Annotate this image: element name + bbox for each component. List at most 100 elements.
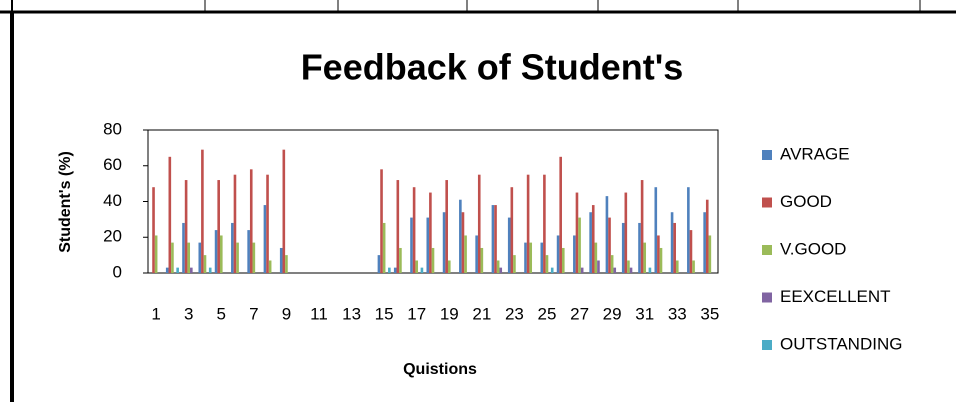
bar (208, 267, 212, 273)
bar (154, 235, 158, 273)
bar (613, 267, 617, 273)
bar (171, 242, 174, 273)
bar (675, 260, 679, 273)
bar (648, 267, 652, 273)
bar (447, 260, 451, 273)
bar (282, 149, 286, 273)
x-tick-label: 17 (407, 304, 426, 323)
bar (605, 196, 609, 273)
bar (540, 242, 544, 273)
bar (201, 149, 204, 273)
bar (382, 222, 386, 273)
bar (231, 222, 234, 273)
bar (597, 260, 600, 273)
bar (445, 180, 448, 273)
bar (431, 247, 435, 273)
bar (233, 174, 237, 273)
bar (263, 205, 267, 273)
bar (415, 260, 419, 273)
bar (621, 222, 625, 273)
bar (543, 174, 546, 273)
bar (266, 174, 269, 273)
bar (377, 255, 381, 273)
x-tick-label: 11 (310, 304, 328, 323)
legend-swatch (762, 340, 772, 350)
bar (268, 260, 272, 273)
bar (559, 156, 562, 273)
bar (396, 180, 400, 273)
bar (412, 187, 416, 273)
bar (285, 255, 288, 273)
bar (429, 192, 432, 273)
bar (480, 247, 484, 273)
bar (219, 235, 223, 273)
bar (524, 242, 527, 273)
x-tick-label: 33 (668, 304, 687, 323)
y-tick-label: 20 (103, 227, 122, 246)
bar (561, 247, 565, 273)
bar (217, 180, 220, 273)
bar (477, 174, 481, 273)
bar (184, 180, 188, 273)
bar (410, 217, 413, 273)
bar (176, 267, 179, 273)
bar (594, 242, 598, 273)
bar (689, 230, 693, 273)
bar (203, 255, 207, 273)
x-tick-label: 27 (570, 304, 589, 323)
bar (556, 235, 560, 273)
bar (608, 217, 611, 273)
legend-label: EEXCELLENT (780, 287, 891, 306)
bar (464, 235, 467, 273)
x-tick-label: 3 (184, 304, 193, 323)
bar (580, 267, 584, 273)
bar (168, 156, 172, 273)
bar (657, 235, 660, 273)
y-tick-label: 0 (113, 262, 122, 281)
bar (182, 222, 185, 273)
bar (152, 187, 155, 273)
bar (475, 235, 478, 273)
bar (507, 217, 511, 273)
legend-label: V.GOOD (780, 239, 846, 258)
bar (573, 235, 576, 273)
bar (610, 255, 614, 273)
bar (198, 242, 202, 273)
bar (545, 255, 549, 273)
bar (673, 222, 676, 273)
bar (420, 267, 424, 273)
x-tick-label: 23 (505, 304, 524, 323)
bar (252, 242, 256, 273)
x-tick-label: 35 (700, 304, 719, 323)
bar (578, 217, 581, 273)
legend-label: OUTSTANDING (780, 334, 902, 353)
bar (670, 212, 674, 273)
bar (214, 230, 218, 273)
bar (638, 222, 641, 273)
bar (236, 242, 239, 273)
bar (442, 212, 446, 273)
bar (640, 180, 644, 273)
bar (165, 267, 169, 273)
bar (643, 242, 647, 273)
bar (692, 260, 695, 273)
bar (388, 267, 391, 273)
bar (591, 205, 595, 273)
bar (629, 267, 633, 273)
bar (687, 187, 690, 273)
bar (589, 212, 592, 273)
legend-label: AVRAGE (780, 144, 850, 163)
bar (550, 267, 554, 273)
bar (393, 267, 397, 273)
bar (279, 247, 283, 273)
legend-swatch (762, 197, 772, 208)
y-tick-label: 60 (103, 155, 122, 174)
bar (499, 267, 503, 273)
x-tick-label: 9 (282, 304, 291, 323)
bar (659, 247, 663, 273)
x-tick-label: 31 (635, 304, 654, 323)
bar (510, 187, 514, 273)
x-tick-label: 19 (440, 304, 459, 323)
